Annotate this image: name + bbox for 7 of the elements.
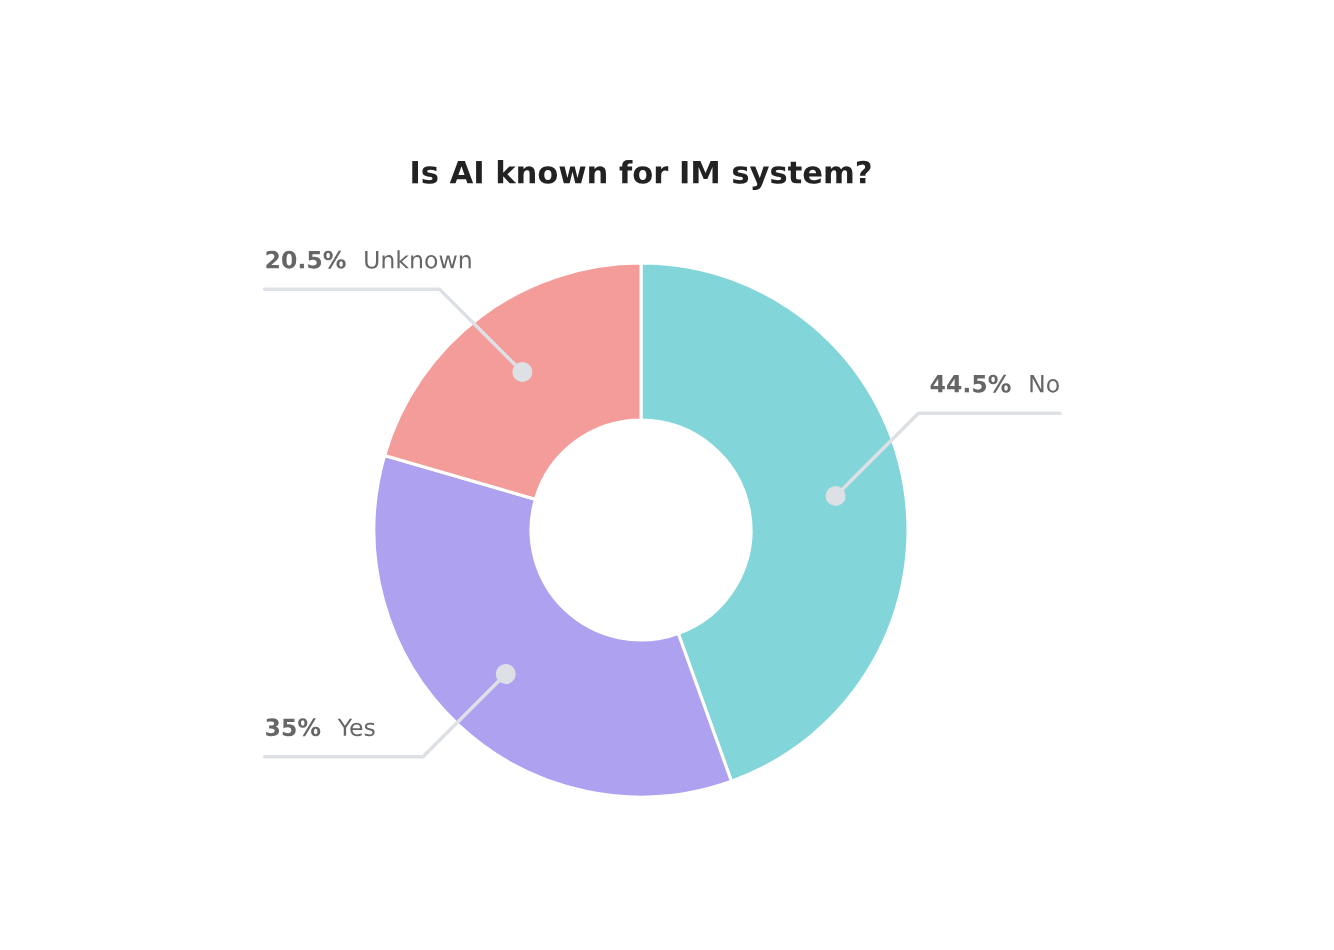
chart-title: Is AI known for IM system?: [412, 160, 871, 190]
slice-label: No: [1030, 375, 1059, 393]
data-label: 44.5%: [930, 374, 1011, 393]
slice-label: Yes: [337, 718, 375, 737]
data-label: 35%: [266, 718, 321, 737]
slice-label: Unknown: [365, 250, 471, 269]
data-label: 20.5%: [266, 250, 346, 269]
